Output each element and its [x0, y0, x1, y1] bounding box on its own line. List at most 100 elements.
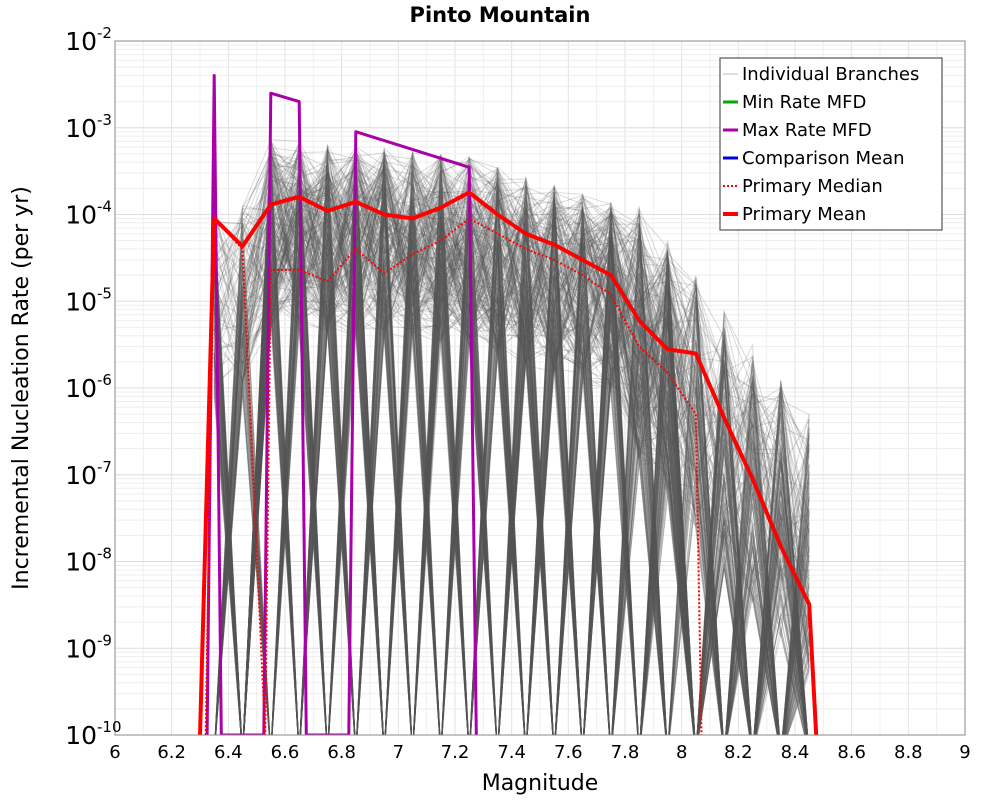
branch-line: [243, 162, 810, 735]
branch-line: [214, 213, 667, 735]
branch-line: [213, 166, 808, 735]
branch-line: [215, 153, 810, 735]
branch-line: [215, 138, 810, 735]
branch-line: [213, 165, 751, 735]
legend-item: Primary Median: [723, 176, 883, 197]
branch-line: [214, 159, 810, 735]
branch-line: [213, 185, 810, 735]
branch-line: [243, 166, 752, 735]
y-tick-base: 10: [65, 374, 97, 403]
branch-line: [215, 162, 724, 735]
branch-line: [213, 202, 810, 735]
branch-line: [213, 149, 809, 735]
legend-item: Comparison Mean: [723, 148, 905, 169]
branch-line: [213, 173, 810, 735]
branch-line: [215, 209, 810, 735]
branch-line: [213, 189, 810, 735]
branch-line: [242, 147, 810, 735]
branch-line: [215, 206, 810, 735]
branch-line: [243, 179, 809, 735]
branch-line: [299, 155, 695, 735]
branch-line: [213, 183, 779, 735]
branch-line: [243, 162, 810, 735]
branch-line: [213, 194, 808, 735]
y-tick-label: 10 -10: [65, 718, 121, 750]
branch-line: [213, 175, 810, 735]
y-tick-base: 10: [65, 287, 97, 316]
branch-line: [243, 200, 751, 735]
branch-line: [213, 209, 810, 735]
branch-line: [242, 139, 751, 735]
y-tick-label: 10 -5: [65, 284, 112, 316]
legend-box: [719, 57, 943, 231]
branch-line: [271, 152, 752, 735]
y-tick-label: 10 -2: [65, 24, 112, 56]
x-tick-label: 8.8: [894, 742, 923, 763]
branch-line: [214, 155, 810, 735]
branch-line: [213, 202, 696, 735]
branch-line: [214, 183, 810, 735]
x-tick-label: 6: [109, 742, 120, 763]
branch-line: [242, 148, 808, 735]
branch-line: [214, 158, 810, 735]
branch-line: [214, 155, 778, 735]
branch-line: [243, 207, 810, 735]
branch-line: [214, 161, 779, 735]
branch-line: [213, 198, 808, 735]
branch-line: [215, 204, 809, 735]
branch-line: [213, 156, 778, 735]
branch-line: [213, 163, 807, 735]
branch-line: [213, 213, 810, 735]
branch-line: [214, 180, 810, 735]
branch-line: [271, 156, 809, 735]
branch-line: [271, 156, 810, 735]
branch-line: [271, 185, 667, 735]
branch-line: [213, 159, 810, 735]
branch-line: [213, 153, 695, 735]
branch-line: [213, 184, 810, 735]
branch-line: [213, 196, 810, 735]
branch-line: [214, 156, 807, 735]
branch-line: [271, 193, 808, 735]
branch-line: [271, 151, 780, 735]
branch-line: [213, 163, 807, 735]
x-tick-label: 8.2: [724, 742, 753, 763]
branch-line: [213, 153, 810, 735]
branch-line: [213, 189, 810, 735]
branch-line: [213, 158, 780, 735]
branch-line: [214, 169, 810, 735]
branch-line: [213, 168, 695, 735]
branch-line: [243, 172, 780, 735]
branch-line: [215, 212, 779, 735]
branch-line: [243, 163, 810, 735]
branch-line: [214, 163, 810, 735]
x-tick-label: 6.4: [214, 742, 243, 763]
branch-line: [243, 187, 810, 735]
branch-line: [213, 164, 696, 735]
branch-line: [214, 196, 810, 735]
branch-line: [213, 157, 810, 735]
branch-line: [242, 178, 810, 735]
branch-line: [243, 168, 810, 735]
branch-line: [214, 174, 808, 735]
branch-line: [242, 162, 807, 735]
branch-line: [213, 157, 810, 735]
branch-line: [213, 141, 810, 735]
branch-line: [215, 165, 752, 735]
branch-line: [243, 177, 810, 735]
branch-line: [213, 141, 808, 735]
branch-line: [215, 166, 808, 735]
branch-line: [213, 188, 807, 735]
branch-line: [242, 159, 809, 735]
branch-line: [213, 159, 810, 735]
branch-line: [271, 164, 810, 735]
series-primary-mean: [198, 190, 819, 735]
branch-line: [243, 213, 810, 735]
x-tick-label: 9: [959, 742, 970, 763]
branch-line: [215, 151, 752, 735]
plot-frame: [114, 40, 966, 736]
branch-line: [242, 170, 808, 735]
branch-line: [213, 189, 810, 735]
branch-line: [243, 170, 810, 735]
